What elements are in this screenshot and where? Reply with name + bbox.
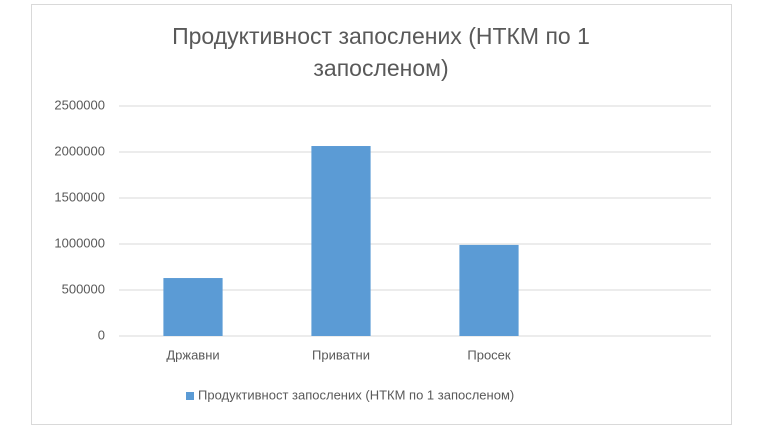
x-tick-label: Државни xyxy=(166,347,219,362)
x-tick-label: Приватни xyxy=(312,347,370,362)
bar xyxy=(163,278,223,336)
chart-title: Продуктивност запослених (НТКМ по 1 запо… xyxy=(172,23,590,81)
y-tick-label: 1000000 xyxy=(54,235,105,250)
bar xyxy=(459,244,519,336)
y-tick-label: 2500000 xyxy=(54,97,105,112)
legend-label: Продуктивност запослених (НТКМ по 1 запо… xyxy=(198,387,514,402)
chart-frame xyxy=(31,4,732,425)
y-tick-label: 0 xyxy=(98,327,105,342)
y-tick-label: 500000 xyxy=(62,281,105,296)
bar xyxy=(311,146,371,336)
x-tick-label: Просек xyxy=(467,347,511,362)
legend-swatch xyxy=(186,392,194,400)
y-tick-label: 1500000 xyxy=(54,189,105,204)
y-tick-label: 2000000 xyxy=(54,143,105,158)
